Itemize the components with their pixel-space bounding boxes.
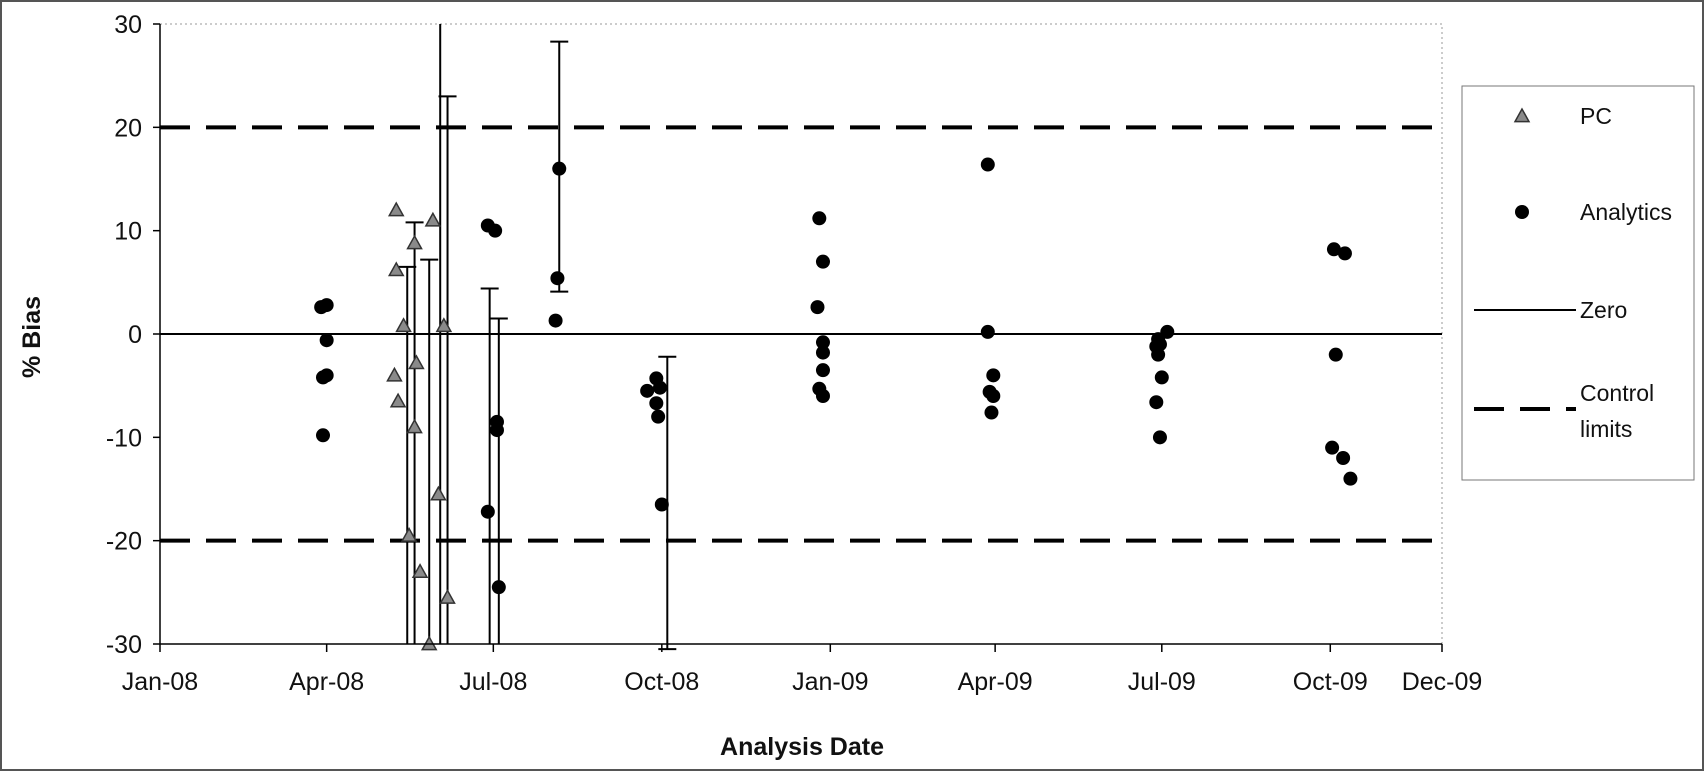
analytics-point — [1152, 430, 1167, 445]
analytics-point — [815, 363, 830, 378]
x-tick-label: Apr-08 — [289, 668, 364, 696]
analytics-point — [319, 333, 334, 348]
analytics-point — [319, 368, 334, 383]
x-tick-label: Jan-08 — [122, 668, 198, 696]
x-tick-label: Dec-09 — [1402, 668, 1483, 696]
y-tick-label: 20 — [114, 114, 142, 142]
analytics-point — [649, 396, 664, 411]
y-tick-label: 30 — [114, 11, 142, 39]
legend-label: Analytics — [1580, 199, 1672, 225]
analytics-point — [1343, 471, 1358, 486]
analytics-point — [480, 504, 495, 519]
analytics-point — [812, 211, 827, 226]
legend-label: PC — [1580, 103, 1612, 129]
analytics-point — [984, 405, 999, 420]
y-tick-label: -20 — [106, 528, 142, 556]
x-tick-label: Apr-09 — [958, 668, 1033, 696]
analytics-point — [654, 497, 669, 512]
pc-point — [430, 485, 447, 501]
error-bars — [398, 24, 677, 651]
analytics-point — [980, 157, 995, 172]
analytics-point — [550, 271, 565, 286]
analytics-point — [1154, 370, 1169, 385]
analytics-point — [1151, 347, 1166, 362]
x-tick-label: Jul-08 — [459, 668, 527, 696]
analytics-point — [651, 409, 666, 424]
y-tick-label: -10 — [106, 424, 142, 452]
x-tick-label: Jan-09 — [792, 668, 868, 696]
pc-point — [408, 354, 425, 370]
analytics-point — [1152, 337, 1167, 352]
pc-point — [400, 526, 418, 542]
analytics-point — [552, 161, 567, 176]
analytics-point — [986, 368, 1001, 383]
pc-point — [435, 317, 453, 333]
analytics-point — [652, 380, 667, 395]
legend: PC Analytics Zero Control limits — [1461, 85, 1695, 481]
y-axis-title: % Bias — [18, 296, 46, 378]
y-tick-label: 0 — [128, 321, 142, 349]
analytics-point — [810, 300, 825, 315]
analytics-point — [1336, 451, 1351, 465]
analytics-point — [1325, 440, 1340, 455]
pc-point — [395, 317, 412, 333]
analytics-point — [1328, 347, 1343, 362]
analytics-point — [1160, 324, 1175, 339]
analytics-point — [980, 324, 995, 339]
analytics-legend-icon — [1515, 205, 1529, 219]
pc-point — [439, 588, 456, 604]
analytics-point — [1337, 246, 1352, 261]
analytics-point — [986, 389, 1001, 403]
axes: -30 -20 -10 0 10 20 30 Jan-08 Apr-08 Jul-08 Oct-08… — [106, 11, 1482, 696]
analytics-point — [488, 223, 503, 238]
pc-point — [406, 418, 423, 434]
analytics-point — [1326, 242, 1341, 257]
pc-point — [387, 261, 405, 277]
x-tick-label: Jul-09 — [1128, 668, 1196, 696]
analytics-point — [815, 254, 830, 269]
reference-lines — [160, 125, 1442, 543]
analytics-point — [1149, 395, 1164, 410]
analytics-point — [489, 423, 504, 438]
pc-point — [389, 392, 407, 408]
pc-point — [424, 211, 442, 227]
analytics-point — [815, 389, 830, 403]
pc-point — [386, 366, 403, 382]
analytics-point — [640, 383, 655, 398]
pc-legend-icon — [1513, 107, 1531, 123]
x-axis-title: Analysis Date — [720, 733, 884, 761]
legend-label: Zero — [1580, 297, 1627, 323]
data-markers — [314, 157, 1358, 651]
pc-point — [411, 563, 429, 579]
x-tick-label: Oct-09 — [1293, 668, 1368, 696]
analytics-point — [319, 298, 334, 313]
analytics-point — [491, 580, 506, 595]
analytics-point — [548, 313, 563, 328]
y-tick-label: -30 — [106, 631, 142, 659]
analytics-point — [815, 335, 830, 350]
legend-box — [1461, 85, 1695, 481]
y-tick-label: 10 — [114, 218, 142, 246]
pc-point — [387, 201, 405, 217]
pc-point — [406, 234, 423, 250]
analytics-point — [315, 428, 330, 443]
legend-label: Control limits — [1580, 380, 1654, 442]
analytics-point — [815, 345, 830, 360]
x-tick-label: Oct-08 — [624, 668, 699, 696]
